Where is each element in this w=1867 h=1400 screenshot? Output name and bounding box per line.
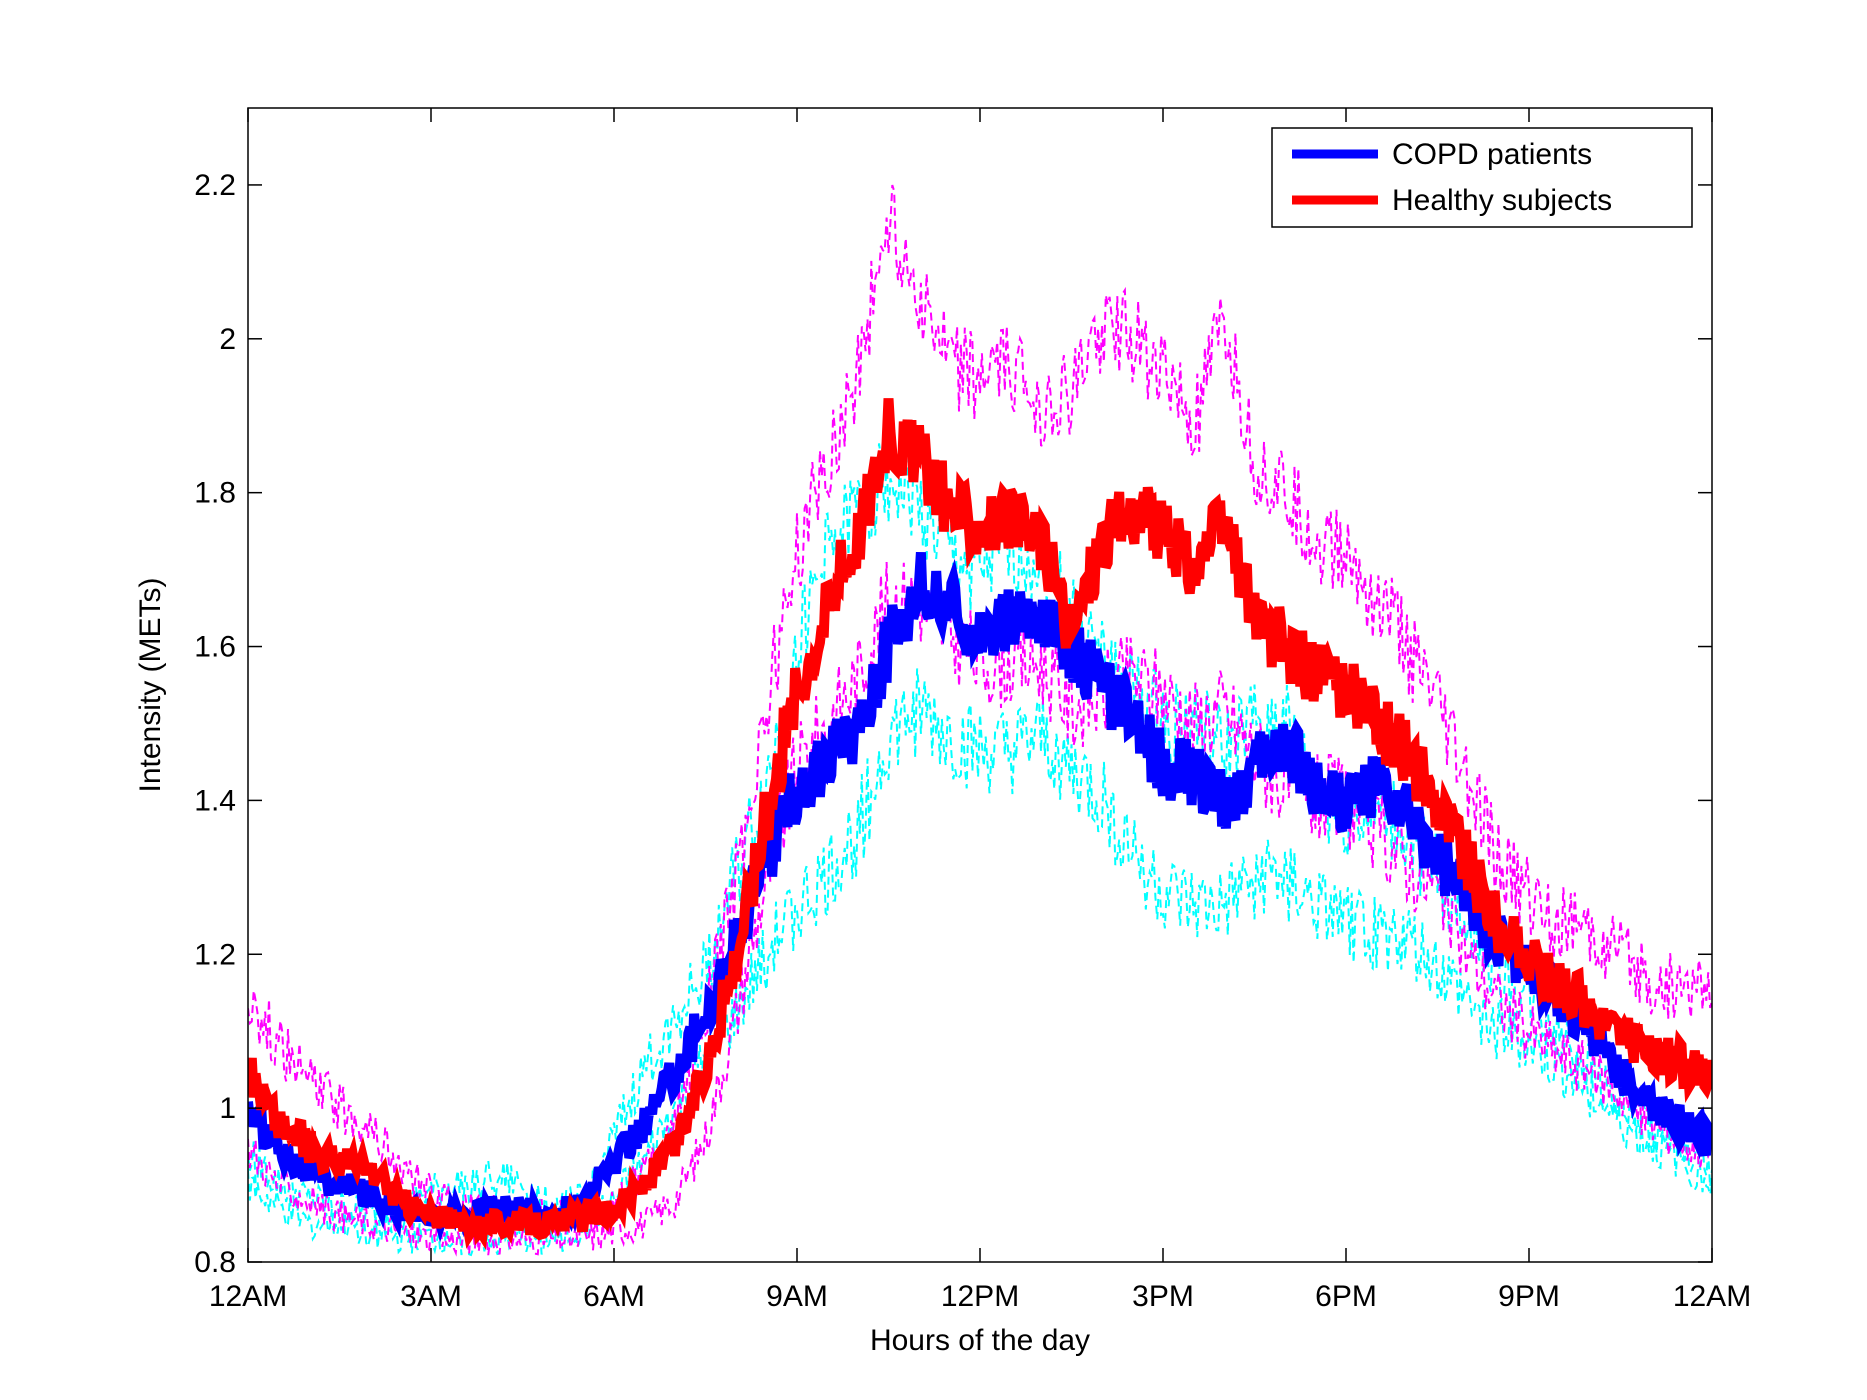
y-tick-label: 0.8 <box>194 1246 236 1279</box>
x-tick-label: 6AM <box>583 1280 645 1313</box>
x-tick-label: 12PM <box>941 1280 1019 1313</box>
y-tick-label: 1.4 <box>194 784 236 817</box>
x-tick-label: 12AM <box>1673 1280 1751 1313</box>
x-tick-label: 12AM <box>209 1280 287 1313</box>
band-line-2 <box>248 443 1712 1230</box>
tick-layer: 12AM 3AM 6AM 9AM 12PM 3PM 6PM 9PM 12AM0.811.21.4… <box>194 108 1751 1313</box>
x-tick-label: 3AM <box>400 1280 462 1313</box>
x-axis-label: Hours of the day <box>870 1324 1090 1357</box>
y-tick-label: 1 <box>219 1092 236 1125</box>
y-tick-label: 1.6 <box>194 631 236 664</box>
legend-label-copd: COPD patients <box>1392 138 1592 171</box>
y-axis-label: Intensity (METs) <box>134 577 167 792</box>
y-tick-label: 1.8 <box>194 477 236 510</box>
x-tick-label: 9PM <box>1498 1280 1560 1313</box>
plot-area <box>248 108 1712 1262</box>
legend-box <box>1271 127 1693 228</box>
band-line-3 <box>248 668 1712 1257</box>
series-layer <box>248 184 1712 1257</box>
series-line-1 <box>248 398 1712 1250</box>
x-tick-label: 9AM <box>766 1280 828 1313</box>
legend-label-healthy: Healthy subjects <box>1392 184 1612 217</box>
y-tick-label: 2 <box>219 323 236 356</box>
y-tick-label: 2.2 <box>194 169 236 202</box>
y-tick-label: 1.2 <box>194 938 236 971</box>
legend: COPD patients Healthy subjects <box>1271 127 1693 228</box>
x-tick-label: 6PM <box>1315 1280 1377 1313</box>
x-tick-label: 3PM <box>1132 1280 1194 1313</box>
